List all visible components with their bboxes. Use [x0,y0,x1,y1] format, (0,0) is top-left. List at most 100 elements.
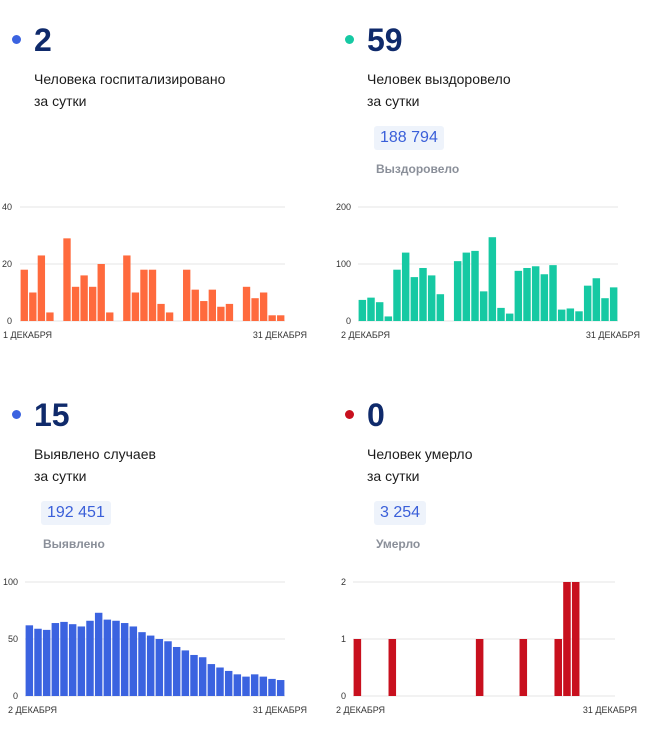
y-tick-label: 0 [13,691,18,701]
recovered-total-label: Выздоровело [376,162,460,176]
bar [164,641,172,696]
bar [514,270,523,321]
bullet-dot [12,410,21,419]
bar [479,291,488,321]
bar [29,292,37,321]
bar [217,306,225,321]
bar [146,635,155,696]
bar [609,287,618,321]
bar [505,313,514,321]
y-tick-label: 20 [2,259,12,269]
bar [233,674,242,696]
bar [103,619,112,696]
bar [172,646,181,696]
bar [375,302,384,321]
bar [563,582,571,696]
bar [37,255,46,321]
bar [68,624,77,696]
bullet-dot [12,35,21,44]
bar [601,298,609,321]
bar [566,308,575,321]
cases-total: 192 451 [41,501,111,525]
x-start-label: 2 ДЕКАБРЯ [341,330,390,340]
card-recovered: 59 Человек выздоровело за сутки 188 794 … [333,0,653,360]
y-tick-label: 0 [341,691,346,701]
bar [242,676,250,696]
hospitalized-caption-line2: за сутки [34,93,87,109]
cases-caption-line1: Выявлено случаев [34,446,156,462]
bar [148,269,157,321]
bar [42,629,51,696]
bar [549,265,557,321]
bar [268,678,276,696]
bar [77,626,86,696]
bar [259,676,268,696]
deaths-chart: 0 1 2 2 ДЕКАБРЯ 31 ДЕКАБРЯ [336,577,637,715]
hospitalized-count: 2 [34,22,52,58]
cases-count: 15 [34,397,70,433]
bar [557,309,566,321]
x-end-label: 31 ДЕКАБРЯ [253,330,307,340]
bar [181,650,190,696]
recovered-caption-line1: Человек выздоровело [367,71,511,87]
bar [427,275,436,321]
bar [86,620,94,696]
bar [251,298,259,321]
bar [358,299,367,321]
bar [471,250,479,321]
bar [453,261,462,321]
bar [353,639,362,696]
bar [34,628,42,696]
bar [131,292,140,321]
bar [140,269,148,321]
recovered-chart: 0 100 200 2 ДЕКАБРЯ 31 ДЕКАБРЯ [336,202,640,340]
deaths-caption-line1: Человек умерло [367,446,473,462]
y-tick-label: 40 [2,202,12,212]
bar [259,292,268,321]
bar [410,277,419,321]
bar [497,307,505,321]
bar [216,667,224,696]
card-deaths: 0 Человек умерло за сутки 3 254 Умерло 0… [333,375,653,735]
y-tick-label: 50 [8,634,18,644]
deaths-count: 0 [367,397,385,433]
bar [198,657,207,696]
x-end-label: 31 ДЕКАБРЯ [583,705,637,715]
bar [401,252,410,321]
bar [436,294,445,321]
bar [575,311,583,321]
bar [393,269,401,321]
bar [129,626,138,696]
x-start-label: 2 ДЕКАБРЯ [336,705,385,715]
cases-caption-line2: за сутки [34,468,87,484]
bar [60,621,68,696]
bar [250,674,259,696]
bar [183,269,191,321]
bar [268,315,276,321]
x-end-label: 31 ДЕКАБРЯ [253,705,307,715]
bar [20,269,28,321]
bar [106,312,114,321]
bar [157,303,165,321]
bar [276,680,285,696]
recovered-total: 188 794 [374,126,444,150]
bar [519,639,528,696]
bar [112,620,120,696]
y-tick-label: 0 [7,316,12,326]
bar [88,286,97,321]
y-tick-label: 0 [346,316,351,326]
bar [554,639,562,696]
deaths-caption-line2: за сутки [367,468,420,484]
bar [200,301,208,321]
bar [419,267,427,321]
bar [190,654,198,696]
bar [277,315,285,321]
bar [208,289,217,321]
bar [475,639,484,696]
bar [71,286,80,321]
bar [225,303,234,321]
bar [46,312,54,321]
bar [120,623,129,696]
y-tick-label: 1 [341,634,346,644]
bar [80,275,88,321]
